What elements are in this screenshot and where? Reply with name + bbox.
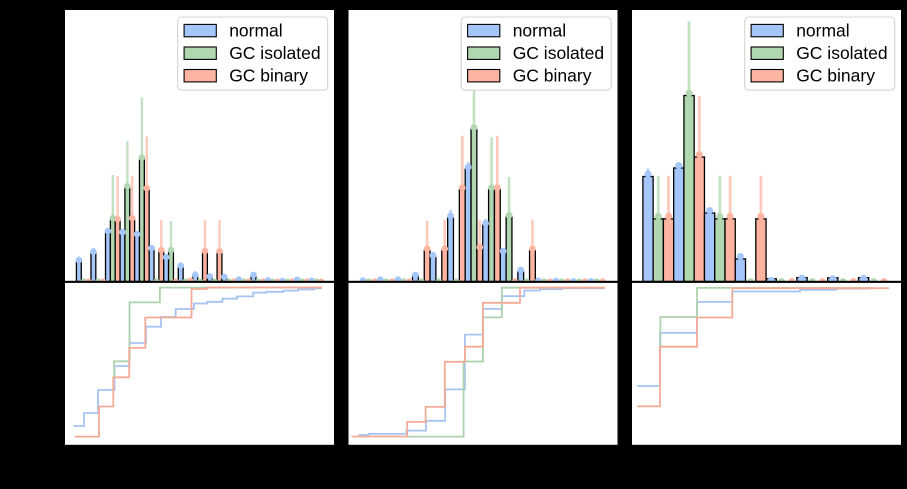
svg-text:normal: normal: [796, 20, 850, 40]
svg-text:GC isolated: GC isolated: [796, 43, 887, 63]
svg-text:normal: normal: [229, 20, 283, 40]
svg-text:GC binary: GC binary: [229, 66, 308, 86]
svg-text:normal: normal: [513, 20, 567, 40]
svg-text:GC isolated: GC isolated: [513, 43, 604, 63]
svg-text:GC binary: GC binary: [513, 66, 592, 86]
svg-text:GC binary: GC binary: [796, 66, 875, 86]
svg-text:GC isolated: GC isolated: [229, 43, 320, 63]
